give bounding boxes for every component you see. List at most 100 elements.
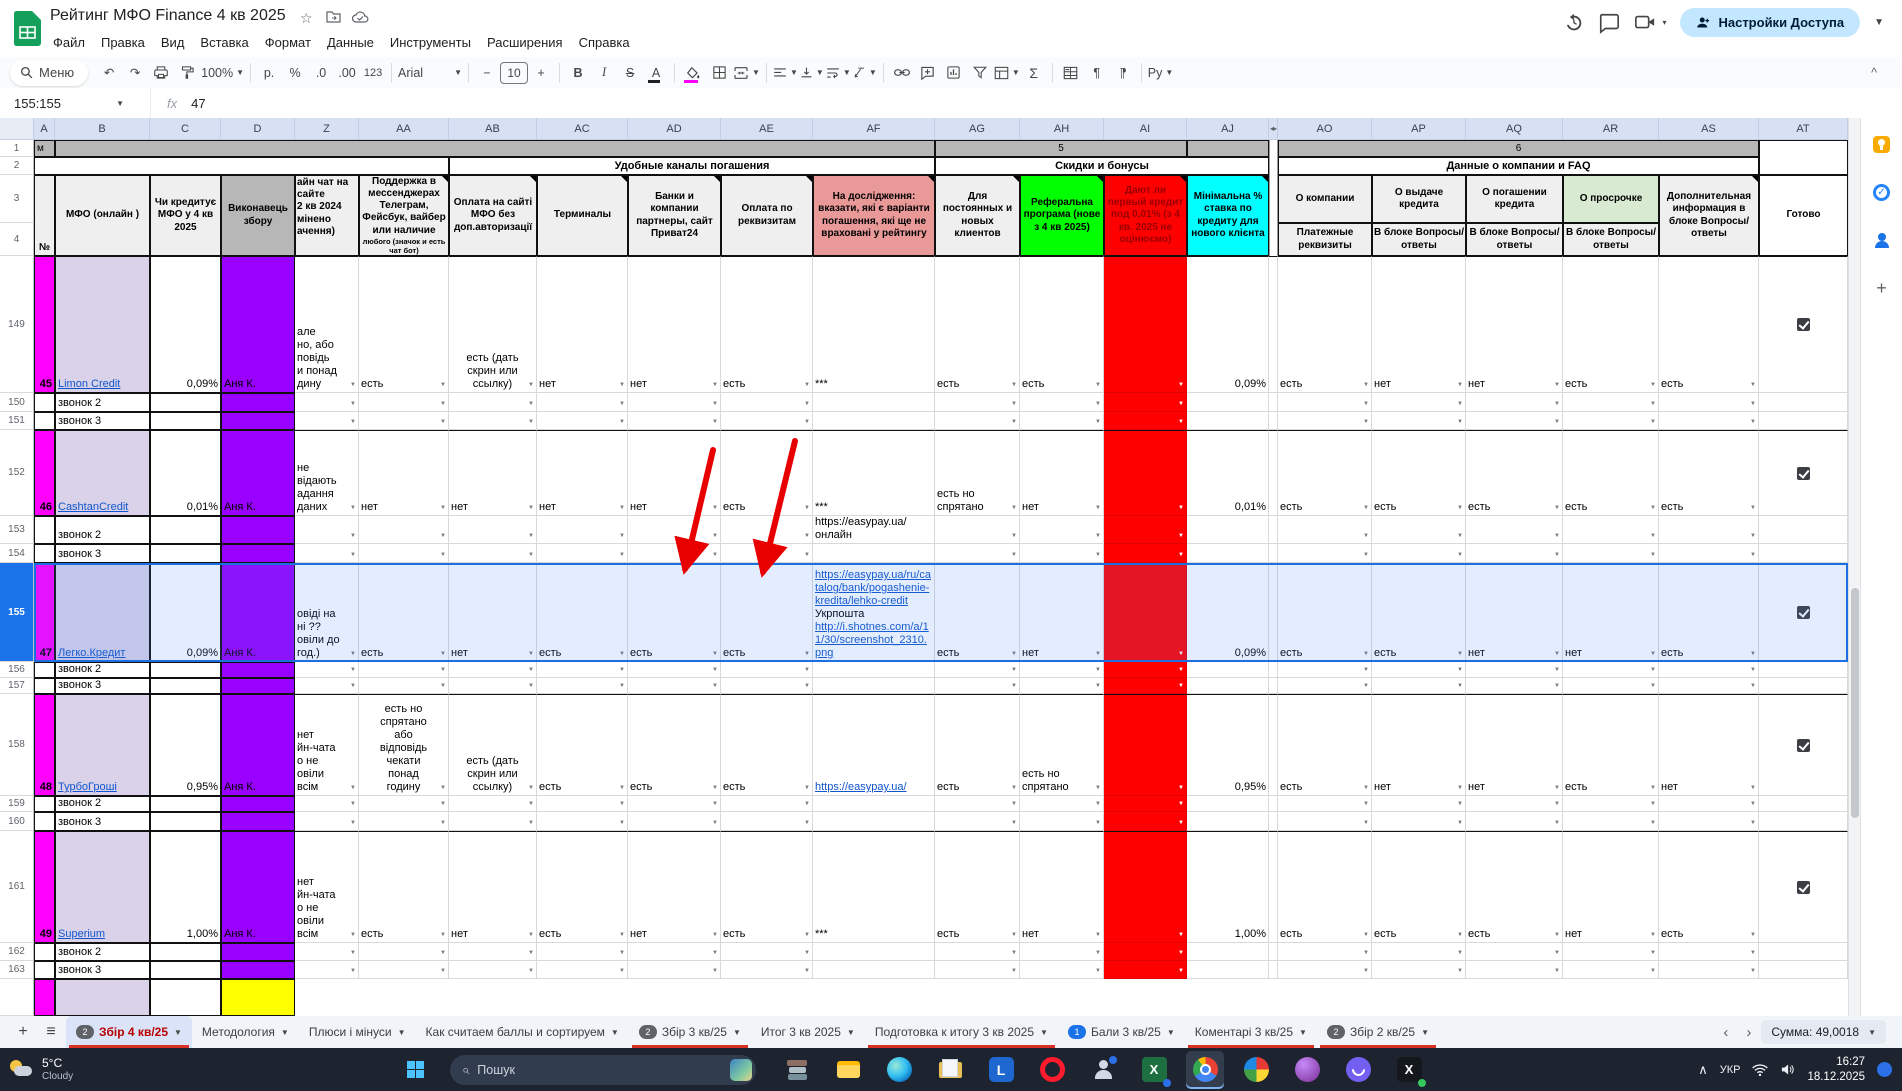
header-AR[interactable]: О просрочке <box>1563 175 1659 223</box>
dropdown-icon[interactable]: ▼ <box>350 931 356 938</box>
cell-AH150[interactable]: ▼ <box>1020 393 1104 412</box>
taskbar-search[interactable]: ⌕ Пошук <box>450 1054 756 1085</box>
dropdown-icon[interactable]: ▼ <box>1178 967 1184 974</box>
cell-D157[interactable] <box>221 678 295 694</box>
cell-AT156[interactable] <box>1759 662 1848 678</box>
cell-AS160[interactable]: ▼ <box>1659 812 1759 831</box>
dropdown-icon[interactable]: ▼ <box>1178 650 1184 657</box>
cell-AI152[interactable]: ▼ <box>1104 430 1187 516</box>
horizontal-align-button[interactable]: ▼ <box>773 61 798 85</box>
mfo-link[interactable]: ТурбоГроші <box>58 781 117 794</box>
dropdown-icon[interactable]: ▼ <box>619 532 625 539</box>
cell-AO162[interactable]: ▼ <box>1278 943 1372 961</box>
done-checkbox[interactable] <box>1796 738 1810 752</box>
dropdown-icon[interactable]: ▼ <box>1363 967 1369 974</box>
dropdown-icon[interactable]: ▼ <box>1650 819 1656 826</box>
cell-B150[interactable]: звонок 2 <box>55 393 150 412</box>
cell-AI150[interactable]: ▼ <box>1104 393 1187 412</box>
cell-AR156[interactable]: ▼ <box>1563 662 1659 678</box>
dropdown-icon[interactable]: ▼ <box>804 650 810 657</box>
dropdown-icon[interactable]: ▼ <box>619 400 625 407</box>
cell-D161[interactable]: Аня К. <box>221 831 295 943</box>
dropdown-icon[interactable]: ▼ <box>1457 400 1463 407</box>
dropdown-icon[interactable]: ▼ <box>1363 381 1369 388</box>
cell-C149[interactable]: 0,09% <box>150 256 221 393</box>
cell-C155[interactable]: 0,09% <box>150 563 221 662</box>
cell-B157[interactable]: звонок 3 <box>55 678 150 694</box>
tab-menu-icon[interactable]: ▼ <box>1421 1027 1429 1037</box>
cell-A163[interactable] <box>34 961 55 979</box>
dropdown-icon[interactable]: ▼ <box>1363 418 1369 425</box>
number-format-button[interactable]: 123 <box>363 66 383 79</box>
cell-AR161[interactable]: нет ▼ <box>1563 831 1659 943</box>
header-AB[interactable]: Оплата на сайті МФО без доп.авторизації <box>449 175 537 256</box>
cell-D149[interactable]: Аня К. <box>221 256 295 393</box>
cell-AQ151[interactable]: ▼ <box>1466 412 1563 430</box>
cell-AQ162[interactable]: ▼ <box>1466 943 1563 961</box>
cell-AB156[interactable]: ▼ <box>449 662 537 678</box>
cell-AO151[interactable]: ▼ <box>1278 412 1372 430</box>
dropdown-icon[interactable]: ▼ <box>712 504 718 511</box>
cell-AD158[interactable]: есть ▼ <box>628 694 721 796</box>
cell-AC161[interactable]: есть ▼ <box>537 831 628 943</box>
cell-AB162[interactable]: ▼ <box>449 943 537 961</box>
dropdown-icon[interactable]: ▼ <box>1095 418 1101 425</box>
cell-A158[interactable]: 48 <box>34 694 55 796</box>
dropdown-icon[interactable]: ▼ <box>1178 551 1184 558</box>
cell-AG162[interactable]: ▼ <box>935 943 1020 961</box>
dropdown-icon[interactable]: ▼ <box>619 504 625 511</box>
cell-AF156[interactable] <box>813 662 935 678</box>
cell-AA154[interactable]: ▼ <box>359 544 449 563</box>
cell-B163[interactable]: звонок 3 <box>55 961 150 979</box>
dropdown-icon[interactable]: ▼ <box>1457 666 1463 673</box>
bold-button[interactable]: B <box>573 65 583 80</box>
cell-AP157[interactable]: ▼ <box>1372 678 1466 694</box>
sheet-tab-7[interactable]: Подготовка к итогу 3 кв 2025 ▼ <box>865 1016 1058 1048</box>
dropdown-icon[interactable]: ▼ <box>1554 819 1560 826</box>
dropdown-icon[interactable]: ▼ <box>1095 504 1101 511</box>
xapp-taskbar-icon[interactable]: X <box>1390 1051 1428 1089</box>
dropdown-icon[interactable]: ▼ <box>1650 650 1656 657</box>
cell-AP154[interactable]: ▼ <box>1372 544 1466 563</box>
sheet-tab-4[interactable]: Как считаем баллы и сортируем ▼ <box>425 1025 619 1039</box>
cell-AT-band[interactable] <box>1759 140 1848 175</box>
cell-AT151[interactable] <box>1759 412 1848 430</box>
cell-AR158[interactable]: есть ▼ <box>1563 694 1659 796</box>
cell-AO152[interactable]: есть ▼ <box>1278 430 1372 516</box>
dropdown-icon[interactable]: ▼ <box>619 967 625 974</box>
cell-AQ160[interactable]: ▼ <box>1466 812 1563 831</box>
cell-D151[interactable] <box>221 412 295 430</box>
cell-AJ151[interactable] <box>1187 412 1269 430</box>
band2-segment[interactable]: Удобные каналы погашения <box>449 157 935 175</box>
dropdown-icon[interactable]: ▼ <box>1011 967 1017 974</box>
functions-button[interactable]: Σ <box>1029 64 1039 81</box>
dropdown-icon[interactable]: ▼ <box>1554 800 1560 807</box>
cell-B164[interactable] <box>55 979 150 1016</box>
cell-HID153[interactable] <box>1269 516 1278 544</box>
header-AS[interactable]: Дополнительная информация в блоке Вопрос… <box>1659 175 1759 256</box>
cell-AD161[interactable]: нет ▼ <box>628 831 721 943</box>
sheet-tab-8[interactable]: 1 Бали 3 кв/25 ▼ <box>1058 1016 1185 1048</box>
cell-AG154[interactable]: ▼ <box>935 544 1020 563</box>
tab-menu-icon[interactable]: ▼ <box>174 1027 182 1037</box>
excel-taskbar-icon[interactable]: X <box>1135 1051 1173 1089</box>
mfo-link[interactable]: Легко.Кредит <box>58 647 126 660</box>
cell-AB157[interactable]: ▼ <box>449 678 537 694</box>
dropdown-icon[interactable]: ▼ <box>1750 682 1756 689</box>
cell-AG163[interactable]: ▼ <box>935 961 1020 979</box>
cell-D164[interactable] <box>221 979 295 1016</box>
cell-AE159[interactable]: ▼ <box>721 796 813 812</box>
cell-AS153[interactable]: ▼ <box>1659 516 1759 544</box>
volume-icon[interactable] <box>1780 1063 1795 1076</box>
cell-AT161[interactable] <box>1759 831 1848 943</box>
dropdown-icon[interactable]: ▼ <box>528 650 534 657</box>
dropdown-icon[interactable]: ▼ <box>804 784 810 791</box>
cell-B156[interactable]: звонок 2 <box>55 662 150 678</box>
cell-A149[interactable]: 45 <box>34 256 55 393</box>
cell-AG161[interactable]: есть ▼ <box>935 831 1020 943</box>
cell-AQ152[interactable]: есть ▼ <box>1466 430 1563 516</box>
cell-link[interactable]: https://easypay.ua/ru/catalog/bank/pogas… <box>815 569 931 608</box>
dropdown-icon[interactable]: ▼ <box>1650 682 1656 689</box>
dropdown-icon[interactable]: ▼ <box>1363 400 1369 407</box>
dropdown-icon[interactable]: ▼ <box>1650 967 1656 974</box>
